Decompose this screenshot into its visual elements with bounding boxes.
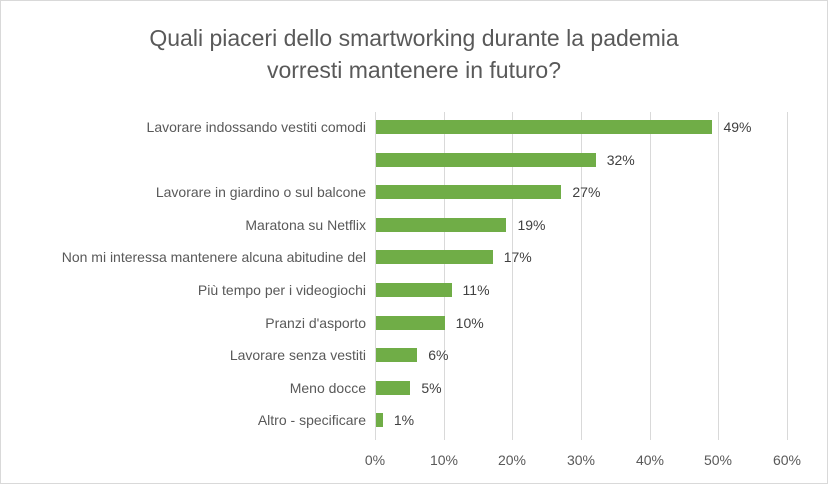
category-label: Meno docce (289, 379, 366, 396)
value-label: 5% (421, 379, 442, 396)
gridline (581, 112, 582, 440)
bar (376, 120, 713, 134)
bar (376, 348, 418, 363)
category-label: Non mi interessa mantenere alcuna abitud… (61, 249, 366, 266)
bar (376, 250, 493, 265)
chart-title-line-1: Quali piaceri dello smartworking durante… (149, 25, 679, 51)
value-label: 27% (572, 184, 601, 201)
gridline (512, 112, 513, 440)
gridline (787, 112, 788, 440)
bar (376, 413, 383, 428)
x-tick: 20% (497, 452, 527, 468)
gridline (444, 112, 445, 440)
value-label: 11% (462, 282, 490, 298)
plot-area (375, 112, 788, 440)
bar (376, 283, 452, 297)
value-label: 10% (455, 314, 484, 331)
bar (376, 380, 411, 395)
bar (376, 217, 507, 232)
category-label: Lavorare indossando vestiti comodi (146, 119, 366, 135)
bar (376, 185, 562, 200)
chart-title: Quali piaceri dello smartworking durante… (0, 22, 828, 86)
value-label: 49% (723, 119, 752, 135)
gridline (718, 112, 719, 440)
bar (376, 152, 596, 167)
chart-title-line-2: vorresti mantenere in futuro? (266, 57, 562, 83)
value-label: 17% (503, 249, 532, 266)
category-label: Altro - specificare (257, 412, 366, 429)
value-label: 1% (393, 412, 415, 429)
bar (376, 315, 445, 330)
value-label: 19% (517, 216, 546, 233)
gridline (650, 112, 651, 440)
category-label: Pranzi d'asporto (265, 314, 366, 331)
category-label: Maratona su Netflix (245, 216, 366, 233)
category-label: Lavorare in giardino o sul balcone (155, 184, 366, 201)
x-tick: 60% (772, 452, 802, 468)
value-label: 6% (428, 347, 449, 364)
x-tick: 10% (429, 452, 459, 468)
x-tick: 50% (703, 452, 733, 468)
x-tick: 0% (364, 452, 386, 468)
category-label: Lavorare senza vestiti (229, 347, 366, 364)
gridline (375, 112, 376, 440)
x-tick: 30% (566, 452, 596, 468)
category-label: Più tempo per i videogiochi (197, 282, 366, 298)
value-label: 32% (606, 151, 635, 168)
x-tick: 40% (635, 452, 665, 468)
